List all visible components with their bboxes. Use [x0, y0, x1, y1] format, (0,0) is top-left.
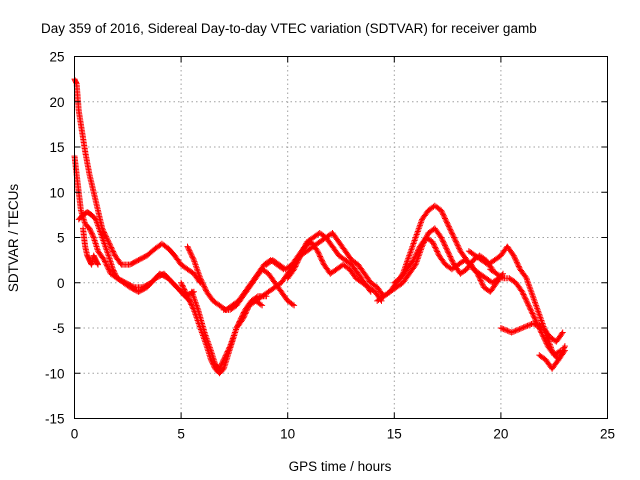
y-tick-label: 10: [49, 185, 64, 200]
x-axis-label: GPS time / hours: [289, 459, 392, 474]
series-track-8: [220, 266, 298, 313]
chart-title: Day 359 of 2016, Sidereal Day-to-day VTE…: [41, 21, 537, 36]
y-axis-label: SDTVAR / TECUs: [6, 184, 21, 293]
series-path: [380, 225, 496, 300]
y-tick-label: 20: [49, 95, 64, 110]
x-tick-label: 0: [71, 427, 79, 442]
y-tick-label: -5: [52, 321, 64, 336]
series-track-9: [252, 230, 387, 304]
x-tick-label: 15: [387, 427, 402, 442]
y-tick-label: -15: [45, 412, 65, 427]
x-tick-label: 5: [177, 427, 185, 442]
series-path: [284, 230, 374, 295]
y-tick-label: -10: [45, 366, 65, 381]
series-path: [188, 288, 266, 372]
series-path: [80, 225, 101, 268]
y-tick-label: 15: [49, 140, 64, 155]
y-tick-label: 25: [49, 50, 64, 65]
series-track-4: [80, 225, 101, 268]
y-tick-label: 0: [57, 276, 65, 291]
series-path: [75, 209, 193, 304]
series-track-6: [188, 288, 266, 372]
x-tick-label: 20: [493, 427, 508, 442]
series-path: [497, 320, 566, 345]
series-path: [220, 266, 298, 313]
series-path: [536, 347, 568, 372]
series-track-1: [71, 76, 204, 286]
series-path: [252, 230, 387, 304]
series-track-11: [284, 230, 374, 295]
series-track-3: [75, 209, 193, 304]
series-track-18: [536, 347, 568, 372]
series-track-15: [465, 243, 568, 363]
series-path: [391, 234, 506, 295]
series-track-14: [391, 234, 506, 295]
x-tick-label: 10: [280, 427, 295, 442]
data-marks: [71, 76, 568, 377]
series-path: [71, 76, 204, 286]
series-track-17: [497, 320, 566, 345]
axis-ticks: 0 5 10 15 20 25 -15 -10 -5 0 5 10 15 20 25: [45, 50, 615, 442]
series-track-13: [380, 225, 496, 300]
x-tick-label: 25: [600, 427, 615, 442]
y-tick-label: 5: [57, 231, 65, 246]
series-path: [465, 243, 568, 363]
grid: [74, 56, 608, 419]
